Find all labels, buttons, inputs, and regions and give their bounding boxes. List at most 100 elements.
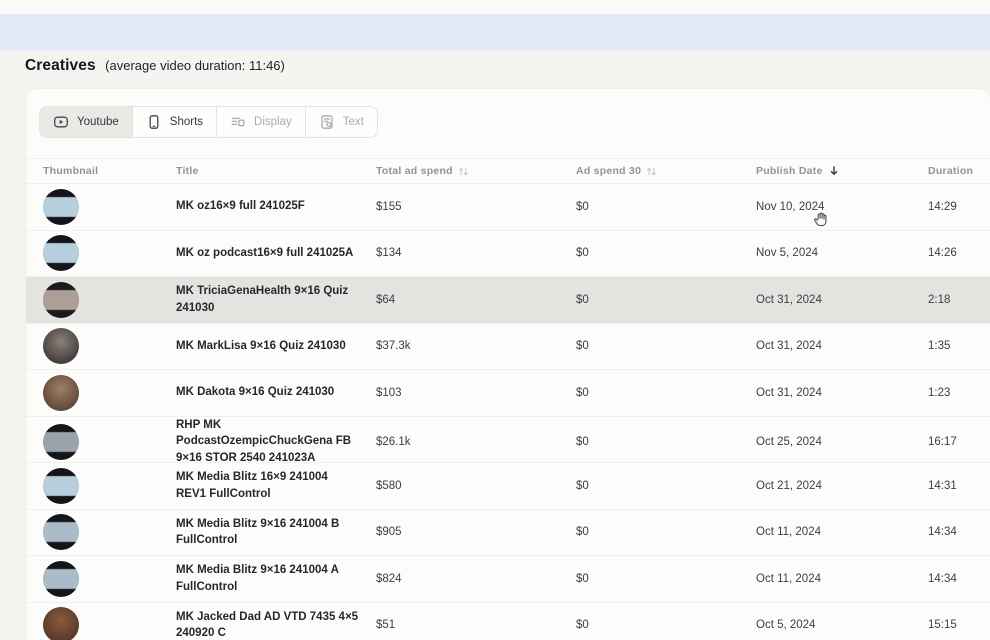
duration-value: 14:34 <box>928 572 957 585</box>
total-ad-spend-value: $26.1k <box>376 435 411 448</box>
creative-title: MK oz16×9 full 241025F <box>176 200 305 213</box>
column-header-ad-spend-30[interactable]: Ad spend 30 <box>576 165 756 177</box>
video-thumbnail[interactable] <box>43 607 79 640</box>
ad-spend-30-value: $0 <box>576 479 589 492</box>
video-thumbnail[interactable] <box>43 560 79 597</box>
shorts-icon <box>146 114 162 130</box>
page-title: Creatives (average video duration: 11:46… <box>25 57 285 75</box>
text-icon <box>319 114 335 130</box>
total-ad-spend-value: $134 <box>376 247 402 260</box>
tab-youtube[interactable]: Youtube <box>39 106 133 138</box>
duration-value: 14:34 <box>928 526 957 539</box>
video-thumbnail[interactable] <box>43 423 79 460</box>
sort-icon <box>646 166 657 177</box>
table-row[interactable]: MK Media Blitz 9×16 241004 B FullControl… <box>26 510 990 556</box>
column-label: Duration <box>928 165 974 177</box>
tab-label: Shorts <box>169 116 204 128</box>
ad-spend-30-value: $0 <box>576 340 589 353</box>
column-header-total-ad-spend[interactable]: Total ad spend <box>376 165 576 177</box>
video-thumbnail[interactable] <box>43 328 79 365</box>
publish-date-value: Oct 11, 2024 <box>756 526 821 539</box>
table-body: MK oz16×9 full 241025F $155 $0 Nov 10, 2024… <box>26 184 990 640</box>
table-row[interactable]: MK oz16×9 full 241025F $155 $0 Nov 10, 2024… <box>26 184 990 231</box>
table-row[interactable]: MK oz podcast16×9 full 241025A $134 $0 Nov … <box>26 231 990 277</box>
total-ad-spend-value: $64 <box>376 293 396 306</box>
video-thumbnail[interactable] <box>43 514 79 551</box>
creative-title: MK Dakota 9×16 Quiz 241030 <box>176 386 335 399</box>
ad-spend-30-value: $0 <box>576 526 589 539</box>
total-ad-spend-value: $51 <box>376 619 396 632</box>
table-row[interactable]: RHP MK PodcastOzempicChuckGena FB 9×16 S… <box>26 417 990 464</box>
creative-title: MK Media Blitz 9×16 241004 A FullControl <box>176 564 339 593</box>
publish-date-value: Nov 10, 2024 <box>756 200 825 213</box>
column-header-thumbnail: Thumbnail <box>43 165 176 177</box>
ad-spend-30-value: $0 <box>576 619 589 632</box>
duration-value: 16:17 <box>928 435 957 448</box>
ad-spend-30-value: $0 <box>576 435 589 448</box>
display-icon <box>230 114 246 130</box>
creative-title: MK MarkLisa 9×16 Quiz 241030 <box>176 339 346 352</box>
duration-value: 1:23 <box>928 386 951 399</box>
video-thumbnail[interactable] <box>43 188 79 225</box>
publish-date-value: Nov 5, 2024 <box>756 247 819 260</box>
table-header: Thumbnail Title Total ad spend Ad spend 30 P… <box>26 158 990 184</box>
tab-label: Text <box>342 116 364 128</box>
tab-text[interactable]: Text <box>304 106 378 138</box>
duration-value: 1:35 <box>928 340 951 353</box>
creative-title: MK Media Blitz 9×16 241004 B FullControl <box>176 517 340 547</box>
top-blue-band <box>0 14 990 51</box>
duration-value: 14:31 <box>928 479 957 492</box>
table-row[interactable]: MK Media Blitz 9×16 241004 A FullControl… <box>26 556 990 603</box>
video-thumbnail[interactable] <box>43 235 79 272</box>
table-row[interactable]: MK MarkLisa 9×16 Quiz 241030 $37.3k $0 Oct … <box>26 324 990 370</box>
table-row[interactable]: MK Media Blitz 16×9 241004 REV1 FullCont… <box>26 463 990 510</box>
column-label: Ad spend 30 <box>576 165 642 177</box>
column-label: Title <box>176 165 199 177</box>
mouse-cursor-hand-icon <box>812 210 830 228</box>
tab-display[interactable]: Display <box>216 106 306 138</box>
creative-title: MK Jacked Dad AD VTD 7435 4×5 240920 C <box>176 610 359 640</box>
table-row[interactable]: MK Dakota 9×16 Quiz 241030 $103 $0 Oct 31, … <box>26 370 990 417</box>
video-thumbnail[interactable] <box>43 281 79 318</box>
publish-date-value: Oct 25, 2024 <box>756 435 822 448</box>
video-thumbnail[interactable] <box>43 467 79 504</box>
column-header-duration: Duration <box>928 165 990 177</box>
publish-date-value: Oct 5, 2024 <box>756 619 816 632</box>
publish-date-value: Oct 31, 2024 <box>756 386 822 399</box>
column-label: Publish Date <box>756 165 823 177</box>
total-ad-spend-value: $155 <box>376 200 402 213</box>
column-label: Thumbnail <box>43 165 99 177</box>
tab-group: Youtube Shorts Display Text <box>39 106 378 138</box>
column-header-publish-date[interactable]: Publish Date <box>756 165 928 177</box>
creative-title: RHP MK PodcastOzempicChuckGena FB 9×16 S… <box>176 418 352 464</box>
duration-value: 15:15 <box>928 619 957 632</box>
sort-desc-icon <box>828 165 840 177</box>
page-title-text: Creatives <box>25 57 96 74</box>
publish-date-value: Oct 31, 2024 <box>756 293 822 306</box>
table-row[interactable]: MK Jacked Dad AD VTD 7435 4×5 240920 C $5… <box>26 603 990 640</box>
creative-title: MK TriciaGenaHealth 9×16 Quiz 241030 <box>176 285 349 314</box>
tab-label: Display <box>254 116 292 128</box>
duration-value: 14:29 <box>928 200 957 213</box>
ad-spend-30-value: $0 <box>576 247 589 260</box>
creative-title: MK oz podcast16×9 full 241025A <box>176 246 354 259</box>
column-label: Total ad spend <box>376 165 453 177</box>
total-ad-spend-value: $905 <box>376 526 402 539</box>
tab-label: Youtube <box>77 116 119 128</box>
publish-date-value: Oct 31, 2024 <box>756 340 822 353</box>
total-ad-spend-value: $37.3k <box>376 340 411 353</box>
video-thumbnail[interactable] <box>43 374 79 411</box>
ad-spend-30-value: $0 <box>576 200 589 213</box>
ad-spend-30-value: $0 <box>576 572 589 585</box>
creatives-card: Youtube Shorts Display Text Thumbnail Title T… <box>25 88 990 640</box>
table-row[interactable]: MK TriciaGenaHealth 9×16 Quiz 241030 $64 $… <box>26 277 990 324</box>
youtube-icon <box>53 114 69 130</box>
publish-date-value: Oct 21, 2024 <box>756 479 822 492</box>
creative-title: MK Media Blitz 16×9 241004 REV1 FullCont… <box>176 471 328 500</box>
duration-value: 14:26 <box>928 247 957 260</box>
column-header-title: Title <box>176 165 376 177</box>
page-subtitle: (average video duration: 11:46) <box>105 58 285 73</box>
tab-shorts[interactable]: Shorts <box>131 106 218 138</box>
publish-date-value: Oct 11, 2024 <box>756 572 821 585</box>
sort-icon <box>458 166 469 177</box>
